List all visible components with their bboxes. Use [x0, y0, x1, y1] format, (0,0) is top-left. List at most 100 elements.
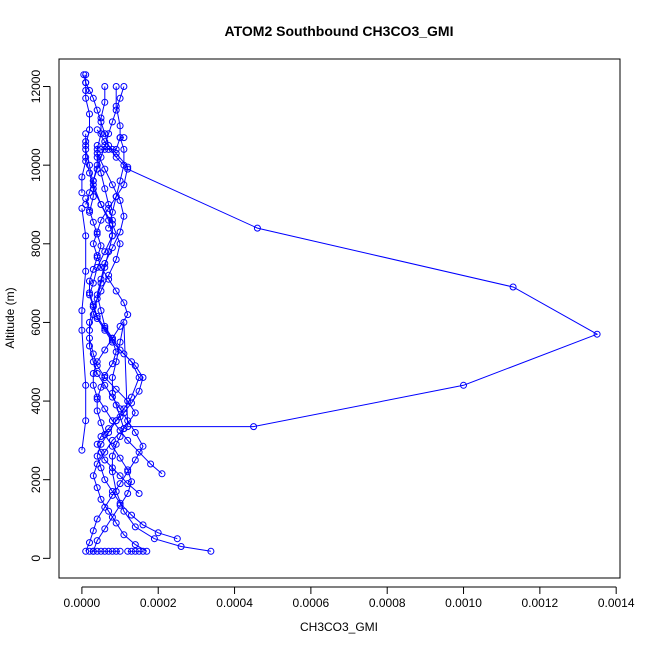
y-axis: 0 2000 4000 6000 8000 10000 12000 [29, 70, 51, 562]
data-point [86, 126, 93, 134]
data-point [116, 228, 124, 236]
y-tick-label: 2000 [29, 466, 43, 493]
data-point [89, 94, 97, 102]
x-tick-label: 0.0008 [369, 596, 406, 610]
y-tick-label: 6000 [29, 309, 43, 336]
data-point [93, 230, 101, 238]
data-point [82, 71, 90, 79]
data-point [97, 201, 105, 208]
data-point [86, 342, 93, 350]
data-point [101, 405, 109, 413]
data-point [116, 177, 124, 185]
data-point [128, 511, 135, 519]
data-point [86, 318, 93, 326]
data-point [105, 275, 113, 283]
y-tick-label: 4000 [29, 387, 43, 414]
data-point [93, 484, 101, 492]
data-point [101, 165, 109, 173]
data-point [93, 452, 101, 460]
data-point [82, 547, 90, 555]
data-point [101, 372, 109, 379]
data-point [108, 208, 116, 216]
data-point [86, 539, 93, 547]
data-point [120, 161, 128, 169]
data-point [101, 142, 109, 149]
data-point [86, 87, 93, 94]
data-point [120, 507, 128, 515]
data-point [78, 307, 86, 315]
data-point [101, 324, 109, 332]
data-point [105, 425, 113, 433]
data-point [460, 381, 467, 389]
data-point [82, 232, 90, 240]
data-point [93, 145, 101, 153]
data-point [89, 240, 97, 248]
y-axis-label: Altitude (m) [3, 287, 17, 348]
data-point [128, 399, 135, 407]
data-point [93, 106, 101, 114]
x-tick-label: 0.0000 [64, 596, 101, 610]
data-point [86, 206, 93, 214]
data-point [82, 417, 90, 425]
data-point [78, 326, 86, 334]
data-point [101, 98, 109, 106]
data-point [135, 547, 143, 555]
data-point [108, 145, 116, 153]
data-point [112, 488, 120, 495]
data-point [108, 393, 116, 401]
data-point [101, 346, 109, 354]
data-point [128, 478, 135, 486]
data-point [93, 407, 101, 415]
data-point [97, 114, 105, 122]
plot-frame [58, 58, 621, 579]
data-point [101, 130, 109, 138]
data-point [101, 83, 109, 90]
data-point [86, 161, 93, 169]
data-point [93, 126, 101, 134]
data-point [128, 547, 135, 555]
data-point [97, 433, 105, 440]
y-tick-label: 0 [29, 555, 43, 562]
series-line [81, 74, 90, 193]
data-point [116, 322, 124, 330]
data-point [120, 531, 128, 539]
data-point [101, 456, 109, 464]
data-point [93, 370, 101, 377]
data-point [112, 417, 120, 425]
series-line [101, 137, 124, 150]
data-point [97, 130, 105, 138]
data-point [112, 385, 120, 393]
data-point [82, 142, 90, 149]
data-point [108, 547, 116, 555]
data-point [97, 383, 105, 391]
data-point [97, 419, 105, 427]
y-tick-label: 12000 [29, 70, 43, 104]
x-tick-label: 0.0004 [216, 596, 253, 610]
series-line [85, 141, 144, 494]
data-point [143, 547, 151, 555]
data-point [108, 118, 116, 126]
data-point [108, 181, 116, 189]
data-point [112, 519, 120, 527]
data-point [154, 529, 162, 537]
data-point [86, 110, 93, 118]
data-point [101, 476, 109, 484]
series-layer [78, 71, 601, 555]
data-point [120, 83, 128, 90]
data-point [120, 409, 128, 417]
data-point [93, 358, 101, 366]
data-point [105, 145, 113, 153]
series-line [89, 86, 106, 213]
series-line [83, 74, 599, 552]
data-point [97, 216, 105, 224]
data-point [93, 440, 101, 448]
data-point [97, 307, 105, 315]
data-point [112, 83, 120, 90]
data-point [101, 431, 109, 438]
data-point [250, 423, 258, 431]
data-point [116, 122, 124, 130]
x-tick-label: 0.0010 [445, 596, 482, 610]
data-point [89, 527, 97, 535]
data-point [131, 547, 139, 555]
data-point [112, 401, 120, 409]
